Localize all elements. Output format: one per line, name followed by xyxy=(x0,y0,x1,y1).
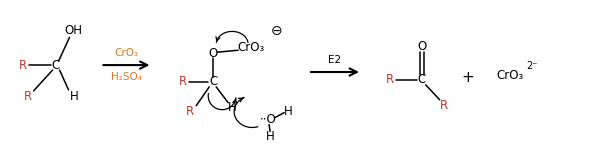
Text: R: R xyxy=(186,105,195,118)
Text: H: H xyxy=(228,101,236,114)
Text: R: R xyxy=(24,90,32,103)
Text: O: O xyxy=(417,40,427,53)
Text: H: H xyxy=(265,130,275,143)
Text: C: C xyxy=(209,75,218,88)
Text: H₂SO₄: H₂SO₄ xyxy=(111,72,142,82)
Text: CrO₃: CrO₃ xyxy=(115,48,138,58)
Text: 2⁻: 2⁻ xyxy=(526,61,537,71)
Text: R: R xyxy=(439,99,448,112)
Text: CrO₃: CrO₃ xyxy=(238,41,265,54)
Text: R: R xyxy=(386,73,394,86)
Text: CrO₃: CrO₃ xyxy=(496,69,523,82)
Text: +: + xyxy=(461,70,474,85)
Text: R: R xyxy=(19,59,27,72)
Text: H: H xyxy=(284,105,293,118)
Text: R: R xyxy=(179,75,187,88)
Text: OH: OH xyxy=(64,24,82,37)
Text: C: C xyxy=(418,73,426,86)
Text: ⊖: ⊖ xyxy=(271,24,283,38)
Text: C: C xyxy=(52,59,60,72)
Text: H: H xyxy=(70,90,79,103)
Text: ⋅⋅O: ⋅⋅O xyxy=(260,113,276,126)
Text: O: O xyxy=(208,47,218,60)
Text: E2: E2 xyxy=(328,55,342,65)
